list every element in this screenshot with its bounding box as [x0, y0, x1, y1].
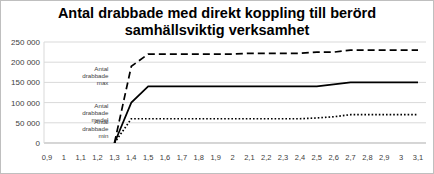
x-tick-label: 3 [399, 153, 403, 162]
chart-frame [1, 1, 434, 174]
series-label: Antaldrabbademin [82, 118, 109, 139]
x-tick-label: 0,9 [42, 153, 52, 162]
x-tick-label: 2,6 [328, 153, 338, 162]
x-tick-label: 1,4 [126, 153, 136, 162]
series-group [114, 50, 418, 143]
series-line [114, 115, 418, 143]
x-tick-label: 2,9 [379, 153, 389, 162]
x-tick-label: 2,4 [295, 153, 305, 162]
series-label: Antaldrabbademax [82, 65, 109, 86]
x-tick-label: 1,3 [109, 153, 119, 162]
grid-line [44, 62, 426, 63]
x-tick-label: 2,8 [362, 153, 372, 162]
x-axis [44, 143, 426, 144]
x-tick-label: 3,1 [413, 153, 423, 162]
x-tick-label: 2,2 [261, 153, 271, 162]
y-axis [44, 42, 45, 143]
x-tick-label: 1,6 [160, 153, 170, 162]
x-tick-label: 1,8 [194, 153, 204, 162]
y-tick-label: 0 [36, 139, 41, 148]
grid [44, 42, 426, 143]
x-tick-label: 2,3 [278, 153, 288, 162]
x-tick-label: 2,7 [345, 153, 355, 162]
x-tick-label: 1,1 [76, 153, 86, 162]
grid-line [44, 143, 426, 144]
x-tick-label: 1,7 [177, 153, 187, 162]
x-tick-label: 1,2 [92, 153, 102, 162]
x-tick-label: 2,5 [312, 153, 322, 162]
chart: Antal drabbade med direkt koppling till … [0, 0, 434, 174]
series-line [114, 82, 418, 143]
y-tick-label: 100 000 [11, 99, 40, 108]
grid-line [44, 42, 426, 43]
chart-title: Antal drabbade med direkt koppling till … [58, 5, 376, 38]
y-tick-label: 50 000 [16, 119, 41, 128]
y-tick-label: 200 000 [11, 58, 40, 67]
x-tick-label: 2 [230, 153, 234, 162]
y-tick-label: 150 000 [11, 78, 40, 87]
x-tick-label: 1 [62, 153, 66, 162]
y-tick-label: 250 000 [11, 38, 40, 47]
series-line [114, 50, 418, 143]
x-tick-label: 1,9 [210, 153, 220, 162]
x-tick-label: 2,1 [244, 153, 254, 162]
x-tick-label: 1,5 [143, 153, 153, 162]
